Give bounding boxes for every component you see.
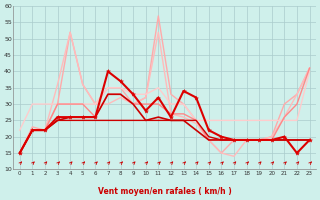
X-axis label: Vent moyen/en rafales ( km/h ): Vent moyen/en rafales ( km/h ) bbox=[98, 187, 231, 196]
